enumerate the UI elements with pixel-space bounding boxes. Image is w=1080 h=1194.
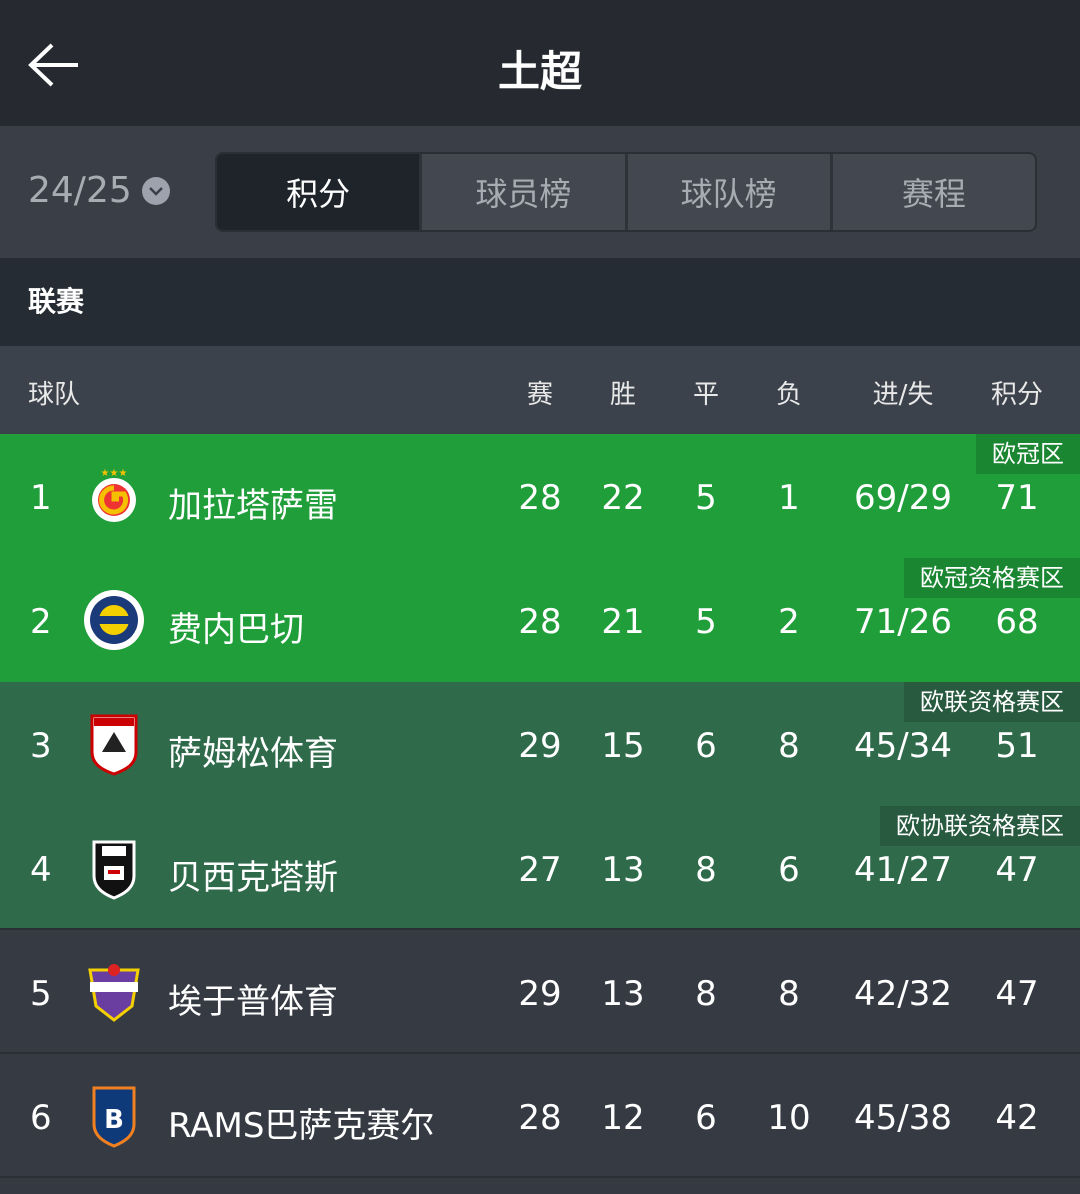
zone-badge: 欧冠资格赛区 bbox=[904, 558, 1080, 598]
table-row[interactable]: 6 B RAMS巴萨克赛尔 28 12 6 10 45/38 42 bbox=[0, 1054, 1080, 1178]
col-team: 球队 bbox=[28, 380, 81, 410]
col-points: 积分 bbox=[990, 380, 1044, 410]
zone-badge: 欧协联资格赛区 bbox=[880, 806, 1080, 846]
col-drawn: 平 bbox=[692, 380, 720, 410]
cell-points: 47 bbox=[995, 850, 1039, 890]
cell-won: 13 bbox=[601, 974, 645, 1014]
zone-badge: 欧联资格赛区 bbox=[904, 682, 1080, 722]
team-rank: 1 bbox=[30, 478, 52, 518]
table-row[interactable]: 2 费内巴切 28 21 5 2 71/26 68 欧冠资格赛区 bbox=[0, 558, 1080, 682]
team-name[interactable]: 费内巴切 bbox=[168, 610, 304, 650]
cell-won: 22 bbox=[601, 478, 645, 518]
cell-played: 29 bbox=[518, 974, 562, 1014]
cell-played: 29 bbox=[518, 726, 562, 766]
col-played: 赛 bbox=[526, 380, 554, 410]
cell-goals: 69/29 bbox=[854, 478, 952, 518]
team-name[interactable]: 埃于普体育 bbox=[168, 982, 338, 1022]
cell-drawn: 6 bbox=[695, 726, 717, 766]
cell-won: 13 bbox=[601, 850, 645, 890]
cell-played: 27 bbox=[518, 850, 562, 890]
team-rank: 3 bbox=[30, 726, 52, 766]
cell-drawn: 6 bbox=[695, 1098, 717, 1138]
cell-goals: 71/26 bbox=[854, 602, 952, 642]
top-bar: 土超 bbox=[0, 0, 1080, 126]
cell-won: 21 bbox=[601, 602, 645, 642]
team-rank: 4 bbox=[30, 850, 52, 890]
tab-schedule[interactable]: 赛程 bbox=[829, 154, 1035, 230]
team-logo-icon: B bbox=[92, 1086, 136, 1148]
cell-points: 51 bbox=[995, 726, 1039, 766]
cell-drawn: 8 bbox=[695, 974, 717, 1014]
tab-team-rankings[interactable]: 球队榜 bbox=[624, 154, 830, 230]
team-logo-icon bbox=[92, 840, 136, 900]
season-selector[interactable]: 24/25 bbox=[28, 170, 170, 211]
svg-text:B: B bbox=[104, 1105, 124, 1135]
section-title: 联赛 bbox=[0, 258, 1080, 346]
team-name[interactable]: 萨姆松体育 bbox=[168, 734, 338, 774]
team-name[interactable]: RAMS巴萨克赛尔 bbox=[168, 1106, 435, 1146]
cell-won: 12 bbox=[601, 1098, 645, 1138]
team-rank: 5 bbox=[30, 974, 52, 1014]
cell-points: 42 bbox=[995, 1098, 1039, 1138]
col-won: 胜 bbox=[609, 380, 637, 410]
team-logo-icon bbox=[90, 714, 138, 776]
cell-played: 28 bbox=[518, 478, 562, 518]
cell-played: 28 bbox=[518, 602, 562, 642]
cell-lost: 2 bbox=[778, 602, 800, 642]
table-row[interactable]: 5 埃于普体育 29 13 8 8 42/32 47 bbox=[0, 930, 1080, 1054]
cell-won: 15 bbox=[601, 726, 645, 766]
tabs: 积分 球员榜 球队榜 赛程 bbox=[215, 152, 1037, 232]
chevron-down-circle-icon bbox=[141, 176, 170, 205]
tab-player-rankings[interactable]: 球员榜 bbox=[419, 154, 624, 230]
cell-lost: 8 bbox=[778, 726, 800, 766]
page-title: 土超 bbox=[497, 47, 582, 96]
cell-lost: 10 bbox=[767, 1098, 811, 1138]
team-name[interactable]: 贝西克塔斯 bbox=[168, 858, 338, 898]
season-value: 24/25 bbox=[28, 170, 132, 211]
cell-goals: 45/38 bbox=[854, 1098, 952, 1138]
table-row[interactable]: 1 ★★★ 加拉塔萨雷 28 22 5 1 69/29 71 欧冠区 bbox=[0, 434, 1080, 558]
col-goals: 进/失 bbox=[872, 380, 934, 410]
cell-goals: 42/32 bbox=[854, 974, 952, 1014]
cell-drawn: 5 bbox=[695, 478, 717, 518]
cell-points: 71 bbox=[995, 478, 1039, 518]
arrow-left-icon[interactable] bbox=[26, 40, 82, 90]
cell-lost: 6 bbox=[778, 850, 800, 890]
zone-badge: 欧冠区 bbox=[976, 434, 1080, 474]
cell-goals: 45/34 bbox=[854, 726, 952, 766]
cell-points: 68 bbox=[995, 602, 1039, 642]
table-header: 球队 赛 胜 平 负 进/失 积分 bbox=[0, 346, 1080, 434]
col-lost: 负 bbox=[775, 380, 803, 410]
cell-drawn: 8 bbox=[695, 850, 717, 890]
standings-table: 1 ★★★ 加拉塔萨雷 28 22 5 1 69/29 71 欧冠区 2 费内巴切 28 21 5 2 7… bbox=[0, 434, 1080, 1178]
svg-text:★★★: ★★★ bbox=[101, 468, 128, 479]
team-rank: 2 bbox=[30, 602, 52, 642]
table-row[interactable]: 3 萨姆松体育 29 15 6 8 45/34 51 欧联资格赛区 bbox=[0, 682, 1080, 806]
team-logo-icon bbox=[84, 590, 144, 650]
cell-goals: 41/27 bbox=[854, 850, 952, 890]
cell-lost: 1 bbox=[778, 478, 800, 518]
team-name[interactable]: 加拉塔萨雷 bbox=[168, 486, 338, 526]
cell-points: 47 bbox=[995, 974, 1039, 1014]
cell-drawn: 5 bbox=[695, 602, 717, 642]
team-rank: 6 bbox=[30, 1098, 52, 1138]
tab-bar: 24/25 积分 球员榜 球队榜 赛程 bbox=[0, 126, 1080, 258]
team-logo-icon bbox=[88, 964, 140, 1022]
cell-played: 28 bbox=[518, 1098, 562, 1138]
cell-lost: 8 bbox=[778, 974, 800, 1014]
tab-standings[interactable]: 积分 bbox=[217, 154, 420, 230]
table-row[interactable]: 4 贝西克塔斯 27 13 8 6 41/27 47 欧协联资格赛区 bbox=[0, 806, 1080, 930]
team-logo-icon: ★★★ bbox=[92, 468, 136, 522]
